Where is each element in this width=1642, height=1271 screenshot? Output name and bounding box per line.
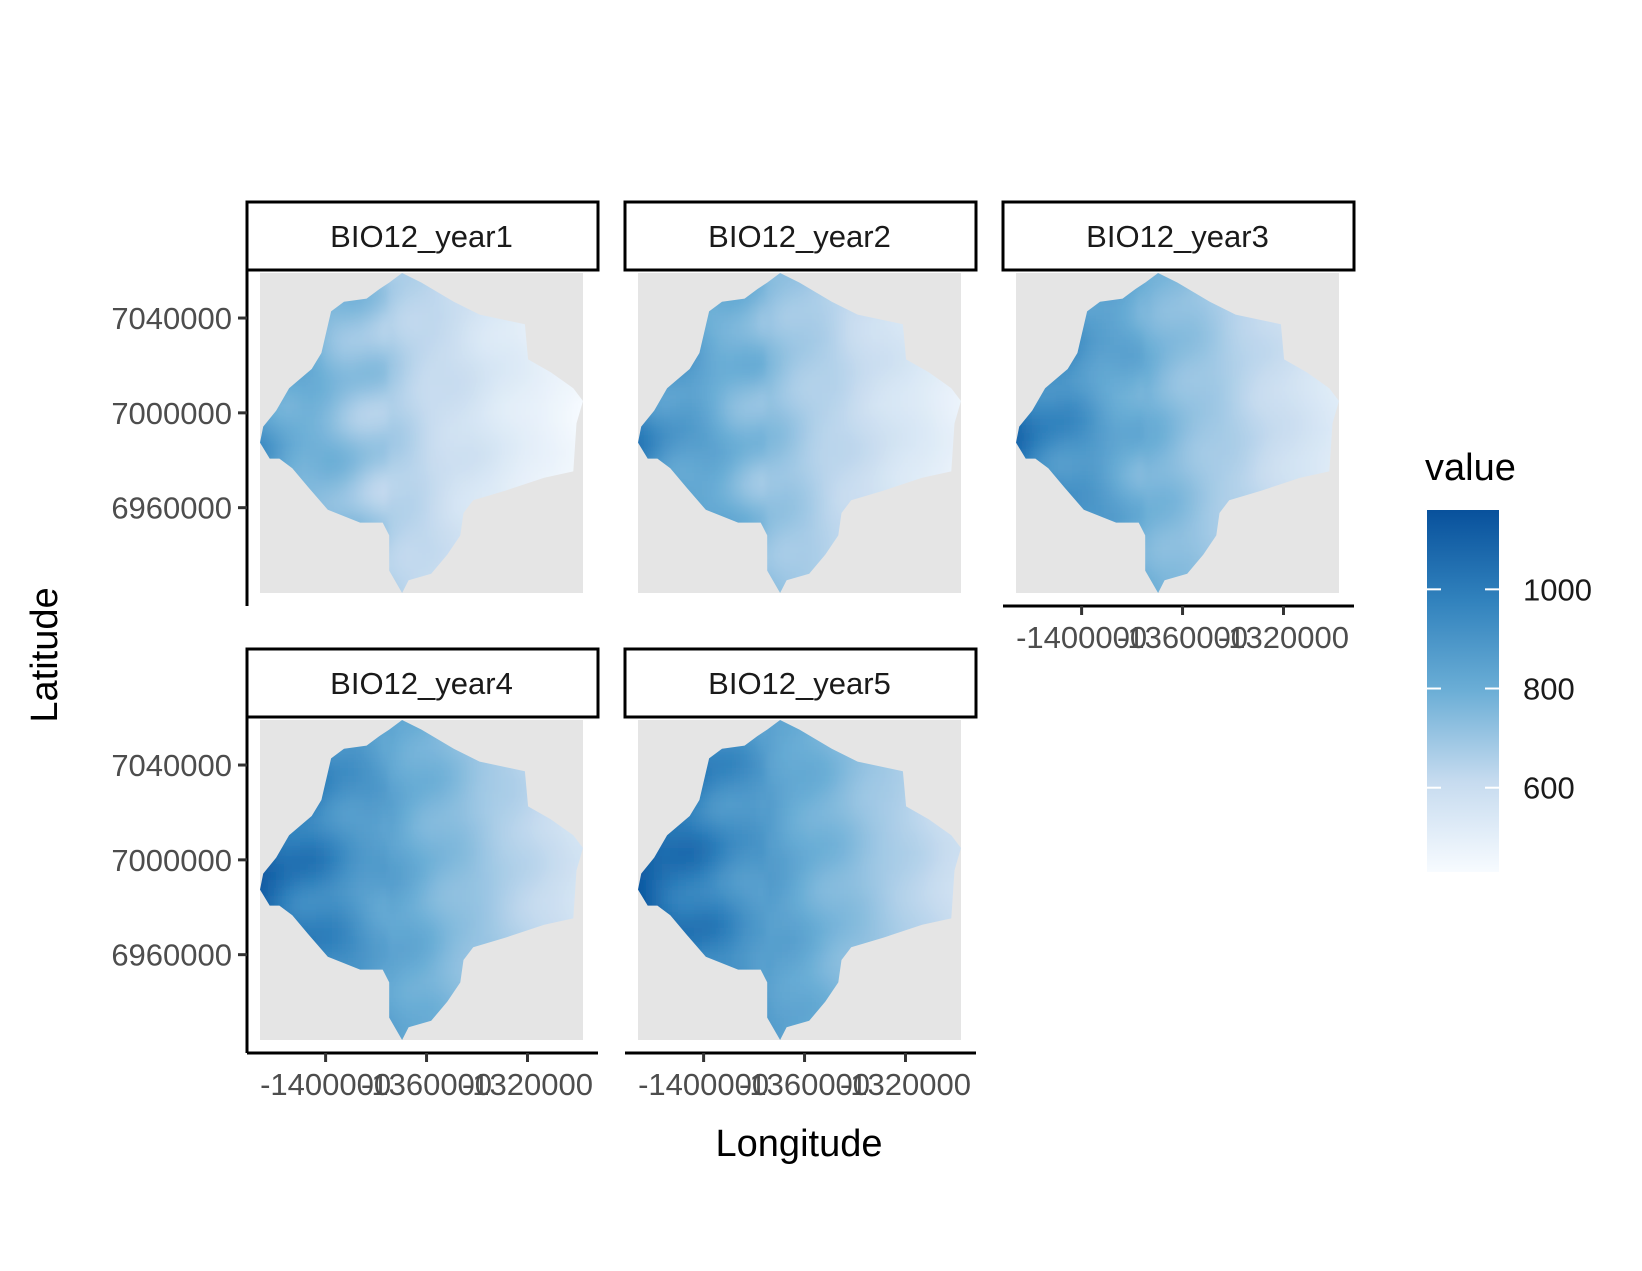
y-axis: 7040000 7000000 6960000 (111, 271, 249, 606)
legend-tick-label: 800 (1523, 672, 1575, 707)
x-tick-label: -1360000 (1117, 620, 1248, 655)
facet-strip: BIO12_year1 (245, 200, 600, 272)
y-tick-label: 6960000 (111, 491, 232, 526)
y-tick-label: 7040000 (111, 748, 232, 783)
facet-panel: BIO12_year4 (245, 647, 600, 1040)
facet-panel: BIO12_year5 (623, 647, 978, 1040)
facet-strip: BIO12_year4 (245, 647, 600, 719)
y-axis: 7040000 7000000 6960000 (111, 718, 249, 1053)
facet-strip-label: BIO12_year3 (1086, 219, 1269, 254)
facet-panel: BIO12_year2 (623, 200, 978, 593)
facet-strip-label: BIO12_year4 (330, 666, 513, 701)
facet-strip-label: BIO12_year2 (708, 219, 891, 254)
facet-strip: BIO12_year2 (623, 200, 978, 272)
y-tick-label: 7040000 (111, 301, 232, 336)
x-tick-label: -1400000 (260, 1067, 391, 1102)
color-legend: value 600 800 1000 (1425, 447, 1592, 872)
legend-colorbar (1427, 510, 1499, 872)
y-axis-title: Latitude (24, 587, 66, 722)
facet-strip: BIO12_year5 (623, 647, 978, 719)
x-axis: -1400000-1360000-1320000 (1003, 604, 1354, 655)
facet-strip-label: BIO12_year1 (330, 219, 513, 254)
axes: 704000070000006960000-1400000-1360000-13… (111, 271, 1354, 1102)
x-axis: -1400000-1360000-1320000 (625, 1051, 976, 1102)
x-axis-title: Longitude (716, 1123, 883, 1165)
x-tick-label: -1360000 (739, 1067, 870, 1102)
x-tick-label: -1320000 (462, 1067, 593, 1102)
facet-panel: BIO12_year3 (1001, 200, 1356, 593)
facet-panel: BIO12_year1 (245, 200, 600, 593)
y-tick-label: 6960000 (111, 938, 232, 973)
legend-tick-label: 600 (1523, 771, 1575, 806)
x-tick-label: -1400000 (638, 1067, 769, 1102)
legend-tick-label: 1000 (1523, 572, 1592, 607)
facet-panels: BIO12_year1 BIO12_year2 BIO12_year3 BIO12_y… (245, 200, 1356, 1040)
x-tick-label: -1320000 (1218, 620, 1349, 655)
legend-title: value (1425, 447, 1516, 489)
x-tick-label: -1400000 (1016, 620, 1147, 655)
facet-strip-label: BIO12_year5 (708, 666, 891, 701)
facet-strip: BIO12_year3 (1001, 200, 1356, 272)
x-tick-label: -1360000 (361, 1067, 492, 1102)
x-axis: -1400000-1360000-1320000 (247, 1051, 598, 1102)
x-tick-label: -1320000 (840, 1067, 971, 1102)
y-tick-label: 7000000 (111, 396, 232, 431)
y-tick-label: 7000000 (111, 843, 232, 878)
legend-ticks: 600 800 1000 (1427, 572, 1592, 806)
